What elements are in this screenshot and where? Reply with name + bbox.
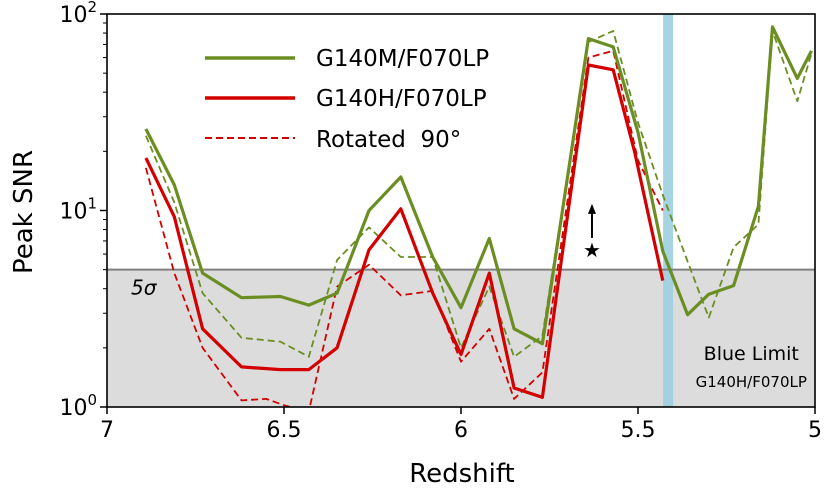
series-line-2 <box>145 49 664 407</box>
series-line-1 <box>144 63 665 399</box>
below-threshold-region <box>107 269 815 407</box>
x-tick-label-3: 5.5 <box>621 418 656 443</box>
marker-group: ★ <box>583 203 601 262</box>
y-tick-base-0: 10 <box>59 396 87 421</box>
legend: G140M/F070LP G140H/F070LP Rotated 90° <box>205 46 489 153</box>
y-tick-exponent-2: 2 <box>87 0 97 16</box>
x-tick-label-4: 5 <box>808 418 822 443</box>
star-marker: ★ <box>583 238 601 262</box>
x-axis-label: Redshift <box>409 459 515 489</box>
y-tick-label-0: 100 <box>59 391 97 421</box>
x-tick-label-1: 6.5 <box>267 418 302 443</box>
y-tick-base-2: 10 <box>59 3 87 28</box>
x-tick-label-2: 6 <box>454 418 468 443</box>
x-tick-label-0: 7 <box>100 418 114 443</box>
series-line-0 <box>144 25 813 346</box>
legend-label-g140h: G140H/F070LP <box>316 86 487 112</box>
y-tick-label-2: 102 <box>59 0 97 28</box>
threshold-label: 5σ <box>131 276 158 300</box>
blue-limit-sublabel: G140H/F070LP <box>696 373 807 391</box>
axes <box>100 13 816 414</box>
arrow-head <box>587 203 596 214</box>
blue-limit-label: Blue Limit <box>704 343 799 365</box>
legend-label-g140m: G140M/F070LP <box>316 46 489 72</box>
legend-label-rotated: Rotated 90° <box>316 127 461 153</box>
series-line-3 <box>145 29 813 358</box>
y-tick-exponent-1: 1 <box>87 195 97 213</box>
y-tick-base-1: 10 <box>59 200 87 225</box>
y-tick-label-1: 101 <box>59 195 97 225</box>
y-axis-label: Peak SNR <box>9 150 39 274</box>
annotations: 5σ Blue Limit G140H/F070LP <box>131 276 807 391</box>
series-lines <box>144 25 813 407</box>
y-tick-exponent-0: 0 <box>87 391 97 409</box>
shaded-region <box>107 269 815 407</box>
